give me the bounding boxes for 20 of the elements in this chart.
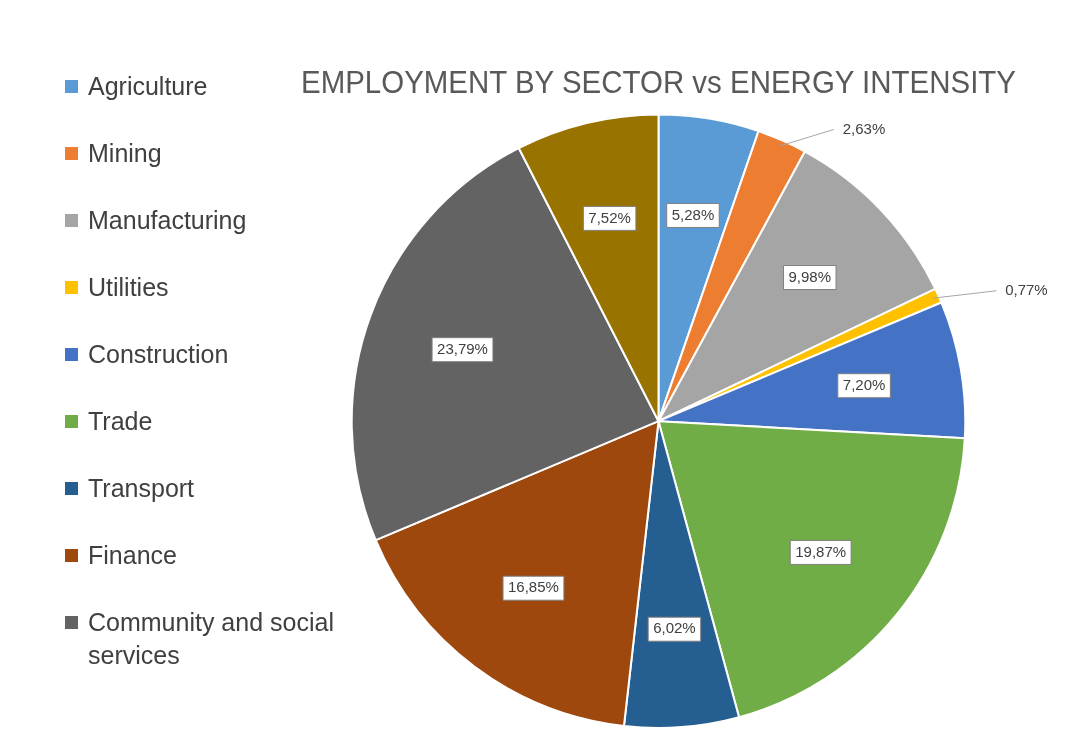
- legend-label: Mining: [88, 138, 162, 169]
- legend-label: Transport: [88, 473, 195, 504]
- data-label: 6,02%: [653, 619, 696, 637]
- data-label: 16,85%: [508, 578, 559, 596]
- data-label: 7,20%: [842, 375, 886, 393]
- legend-label: Construction: [88, 339, 229, 370]
- data-label: 23,79%: [437, 339, 488, 357]
- legend-label: Manufacturing: [88, 205, 247, 236]
- data-label: 5,28%: [671, 205, 715, 223]
- data-label: 7,52%: [588, 208, 631, 226]
- data-label: 9,98%: [788, 267, 832, 285]
- data-label: 0,77%: [1005, 280, 1048, 298]
- chart-title: EMPLOYMENT BY SECTOR vs ENERGY INTENSITY: [301, 63, 1016, 101]
- data-label: 19,87%: [795, 542, 847, 560]
- legend-label: Agriculture: [88, 71, 208, 102]
- legend-label: Utilities: [88, 272, 169, 303]
- legend-label: Community and social services: [88, 607, 335, 671]
- legend-label: Trade: [88, 406, 153, 437]
- legend-label: Finance: [88, 540, 177, 571]
- data-label: 2,63%: [842, 119, 886, 137]
